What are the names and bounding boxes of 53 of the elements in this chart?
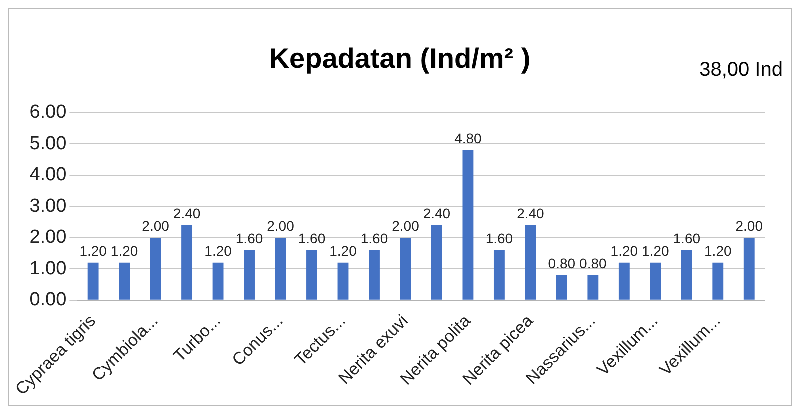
bar bbox=[119, 262, 130, 300]
data-label: 1.60 bbox=[298, 230, 326, 246]
data-label: 2.00 bbox=[267, 218, 295, 234]
bar bbox=[400, 238, 412, 300]
bar bbox=[744, 238, 755, 300]
y-tick-label: 6.00 bbox=[30, 102, 67, 124]
data-label: 1.20 bbox=[642, 242, 670, 259]
bar bbox=[150, 238, 162, 300]
data-label: 4.80 bbox=[454, 130, 482, 146]
data-label: 1.60 bbox=[236, 230, 264, 246]
y-tick-label: 1.00 bbox=[30, 258, 67, 280]
data-label: 1.20 bbox=[330, 242, 358, 259]
chart-title: Kepadatan (Ind/m² ) bbox=[269, 43, 531, 74]
data-label: 2.00 bbox=[142, 218, 170, 234]
bar bbox=[650, 262, 662, 300]
data-label: 1.20 bbox=[610, 242, 638, 259]
y-tick-label: 3.00 bbox=[30, 196, 67, 217]
data-label: 0.80 bbox=[548, 255, 576, 272]
bar bbox=[182, 225, 193, 300]
data-label: 2.40 bbox=[173, 205, 201, 222]
data-label: 1.20 bbox=[80, 242, 108, 259]
data-label: 0.80 bbox=[580, 255, 608, 272]
y-tick-label: 4.00 bbox=[30, 164, 67, 186]
bar bbox=[618, 262, 630, 300]
bar bbox=[338, 262, 349, 300]
data-label: 1.20 bbox=[110, 242, 138, 259]
bar bbox=[494, 250, 505, 300]
text: 38,00 Ind bbox=[700, 59, 783, 82]
bar bbox=[369, 250, 380, 300]
y-tick-label: 5.00 bbox=[30, 133, 67, 154]
bar bbox=[556, 275, 568, 300]
data-label: 2.00 bbox=[736, 218, 764, 234]
data-label: 1.20 bbox=[704, 242, 732, 259]
bar bbox=[275, 238, 286, 300]
bar bbox=[712, 262, 724, 300]
y-tick-label: 0.00 bbox=[30, 290, 67, 311]
bar bbox=[244, 250, 255, 300]
y-tick-label: 2.00 bbox=[30, 227, 67, 248]
data-label: 1.20 bbox=[204, 242, 232, 259]
bar bbox=[588, 275, 599, 300]
bar bbox=[432, 225, 442, 300]
data-label: 1.60 bbox=[673, 230, 701, 246]
bar bbox=[88, 262, 99, 300]
bar bbox=[525, 225, 536, 300]
bar bbox=[681, 250, 692, 300]
bar bbox=[462, 150, 474, 300]
data-label: 1.60 bbox=[486, 230, 514, 246]
data-label: 2.00 bbox=[392, 218, 420, 234]
bar bbox=[212, 262, 224, 300]
bar bbox=[306, 250, 318, 300]
data-label: 2.40 bbox=[423, 205, 451, 222]
data-label: 2.40 bbox=[517, 205, 545, 222]
data-label: 1.60 bbox=[360, 230, 388, 246]
